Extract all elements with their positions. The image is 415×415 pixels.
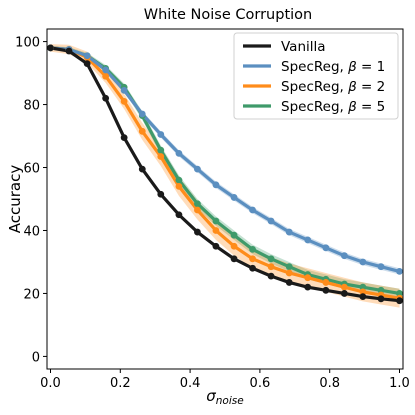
point-specreg-1 <box>120 86 128 94</box>
point-specreg-1 <box>396 268 403 275</box>
point-specreg-2 <box>249 255 256 263</box>
point-specreg-2 <box>157 153 165 160</box>
legend: Vanilla SpecReg, β = 1 SpecReg, β = 2 SpecR… <box>233 32 399 120</box>
y-tick-label: 40 <box>23 224 40 239</box>
point-specreg-2 <box>230 242 238 250</box>
point-specreg-1 <box>157 131 165 138</box>
point-specreg-2 <box>102 72 110 80</box>
x-tick-label: 1.0 <box>389 376 410 391</box>
y-axis-label: Accuracy <box>6 165 24 234</box>
point-specreg-5 <box>359 283 367 291</box>
plot-frame <box>46 28 404 370</box>
y-tick-label: 20 <box>23 287 40 302</box>
point-specreg-2 <box>340 283 348 291</box>
x-axis-ticks: 0.0 0.2 0.4 0.6 0.8 1.0 <box>40 369 410 391</box>
point-vanilla <box>396 297 403 305</box>
point-specreg-5 <box>377 286 385 294</box>
point-specreg-2 <box>285 269 293 277</box>
point-vanilla <box>65 47 73 55</box>
point-specreg-5 <box>267 255 275 263</box>
point-vanilla <box>267 272 275 280</box>
point-specreg-5 <box>249 245 256 253</box>
point-vanilla <box>285 279 293 286</box>
point-vanilla <box>83 60 91 68</box>
point-specreg-5 <box>157 146 165 154</box>
point-vanilla <box>359 293 367 300</box>
point-specreg-1 <box>194 165 201 173</box>
x-tick-label: 0.2 <box>110 376 131 391</box>
y-tick-label: 80 <box>23 99 40 114</box>
y-tick-label: 0 <box>32 350 40 365</box>
point-vanilla <box>212 242 220 250</box>
x-tick-label: 0.4 <box>180 376 201 391</box>
point-specreg-2 <box>322 279 330 286</box>
legend-label-specreg-1: SpecReg, β = 1 <box>281 59 385 75</box>
point-specreg-1 <box>359 258 367 266</box>
point-specreg-1 <box>340 252 348 260</box>
point-specreg-1 <box>175 149 183 157</box>
y-tick-label: 100 <box>15 36 40 51</box>
point-specreg-1 <box>249 206 256 214</box>
point-specreg-1 <box>102 66 110 74</box>
x-axis-label: σnoise <box>206 387 243 407</box>
point-specreg-1 <box>377 263 385 271</box>
point-specreg-1 <box>138 110 146 118</box>
legend-label-vanilla: Vanilla <box>281 39 326 55</box>
chart-title: White Noise Corruption <box>144 7 312 23</box>
point-specreg-2 <box>359 288 367 296</box>
point-specreg-5 <box>396 290 403 297</box>
point-vanilla <box>120 134 128 142</box>
point-specreg-1 <box>83 52 91 60</box>
point-specreg-5 <box>212 217 220 225</box>
point-vanilla <box>377 295 385 303</box>
point-specreg-5 <box>194 200 201 208</box>
x-axis-label-main: σ <box>206 387 216 405</box>
x-tick-label: 0.6 <box>250 376 271 391</box>
point-vanilla <box>47 44 54 52</box>
point-specreg-2 <box>175 183 183 190</box>
point-specreg-5 <box>230 231 238 239</box>
point-vanilla <box>138 165 146 173</box>
x-tick-label: 0.0 <box>40 376 61 391</box>
point-vanilla <box>304 283 312 291</box>
point-specreg-5 <box>285 263 293 271</box>
point-vanilla <box>157 190 165 198</box>
point-specreg-2 <box>304 274 312 282</box>
point-specreg-2 <box>194 206 201 214</box>
legend-box <box>233 32 399 120</box>
point-specreg-2 <box>267 263 275 271</box>
x-tick-label: 0.8 <box>319 376 340 391</box>
point-specreg-1 <box>212 181 220 189</box>
point-vanilla <box>322 286 330 294</box>
point-vanilla <box>194 228 201 236</box>
point-specreg-1 <box>304 236 312 244</box>
point-specreg-1 <box>267 217 275 225</box>
point-specreg-2 <box>212 227 220 234</box>
x-axis-label-sub: noise <box>216 395 244 407</box>
y-tick-label: 60 <box>23 162 40 177</box>
point-specreg-1 <box>285 228 293 236</box>
point-vanilla <box>340 290 348 297</box>
point-vanilla <box>102 94 110 102</box>
point-specreg-1 <box>322 244 330 252</box>
point-vanilla <box>175 211 183 219</box>
point-vanilla <box>230 255 238 263</box>
y-axis-ticks: 0 20 40 60 80 100 <box>15 36 47 365</box>
point-vanilla <box>249 264 256 272</box>
legend-label-specreg-5: SpecReg, β = 5 <box>281 99 385 115</box>
point-specreg-2 <box>138 127 146 135</box>
point-specreg-5 <box>175 176 183 184</box>
legend-label-specreg-2: SpecReg, β = 2 <box>281 79 385 95</box>
point-specreg-2 <box>120 98 128 105</box>
point-specreg-1 <box>230 194 238 201</box>
series-markers <box>47 44 403 305</box>
